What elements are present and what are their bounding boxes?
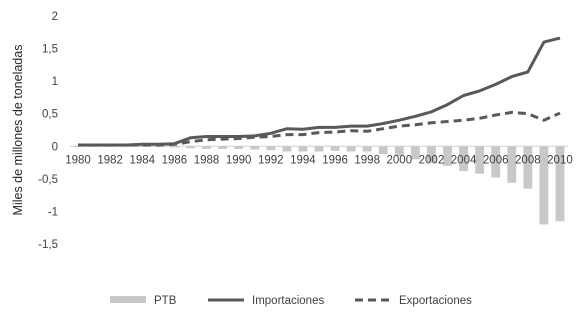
y-tick-label: 0: [52, 141, 58, 153]
ptb-bar: [491, 146, 501, 178]
ptb-bar: [73, 146, 83, 147]
x-tick-label: 1994: [290, 154, 316, 166]
x-tick-label: 1992: [258, 154, 284, 166]
y-tick-label: -0,5: [38, 174, 58, 186]
ptb-bar: [105, 146, 115, 147]
legend-swatch-ptb: [110, 296, 146, 303]
y-tick-label: -1,5: [38, 239, 58, 251]
ptb-bar: [539, 146, 549, 225]
legend-label: Exportaciones: [399, 295, 472, 307]
ptb-bar: [298, 146, 308, 152]
importaciones-line: [78, 36, 561, 147]
ptb-bar: [314, 146, 324, 152]
x-tick-label: 2004: [451, 154, 477, 166]
ptb-bar: [427, 146, 436, 163]
ptb-bar: [475, 146, 485, 174]
x-tick-label: 2002: [419, 154, 445, 166]
ptb-bar: [346, 146, 356, 152]
x-tick-label: 1996: [322, 154, 348, 166]
ptb-bar: [250, 146, 260, 150]
ptb-bars: [73, 146, 565, 225]
ptb-bar: [362, 146, 372, 152]
ptb-bar: [186, 146, 195, 149]
ptb-bar: [523, 146, 533, 189]
x-tick-label: 1984: [129, 154, 155, 166]
ptb-bar: [410, 146, 420, 160]
y-tick-label: 1: [52, 76, 58, 88]
x-tick-label: 1998: [354, 154, 380, 166]
legend: PTB Importaciones Exportaciones: [110, 295, 472, 307]
ptb-bar: [202, 146, 211, 149]
ptb-bar: [89, 146, 99, 147]
ptb-bar: [459, 146, 468, 172]
ptb-bar: [137, 146, 147, 147]
x-tick-label: 1988: [194, 154, 220, 166]
y-tick-label: -1: [48, 206, 58, 218]
y-tick-label: 2: [52, 11, 58, 23]
line-series: [78, 36, 561, 147]
y-tick-label: 0,5: [42, 109, 58, 121]
x-tick-label: 2006: [483, 154, 509, 166]
ptb-bar: [378, 146, 388, 155]
x-tick-label: 2000: [387, 154, 413, 166]
y-axis-label: Miles de millones de toneladas: [11, 45, 25, 216]
ptb-bar: [170, 146, 179, 148]
ptb-bar: [555, 146, 565, 222]
x-tick-label: 1990: [226, 154, 252, 166]
y-axis: 2 1,5 1 0,5 0 -0,5 -1 -1,5: [38, 11, 58, 251]
y-tick-label: 1,5: [42, 44, 58, 56]
legend-label: Importaciones: [252, 295, 324, 307]
ptb-bar: [282, 146, 292, 152]
ptb-bar: [330, 146, 340, 151]
x-tick-label: 2010: [547, 154, 573, 166]
ptb-bar: [443, 146, 452, 166]
x-tick-label: 2008: [515, 154, 541, 166]
x-tick-label: 1982: [97, 154, 123, 166]
ptb-bar: [507, 146, 517, 183]
exportaciones-line: [78, 110, 561, 147]
ptb-bar: [153, 146, 163, 147]
x-tick-label: 1980: [65, 154, 91, 166]
ptb-bar: [266, 146, 276, 151]
ptb-bar: [234, 146, 244, 149]
x-tick-label: 1986: [162, 154, 188, 166]
ptb-bar: [121, 146, 131, 147]
ptb-bar: [218, 146, 228, 149]
ptb-bar: [394, 146, 404, 157]
legend-label: PTB: [154, 295, 177, 307]
x-axis: 1980 1982 1984 1986 1988 1990 1992 1994 1996 1998…: [65, 154, 573, 166]
